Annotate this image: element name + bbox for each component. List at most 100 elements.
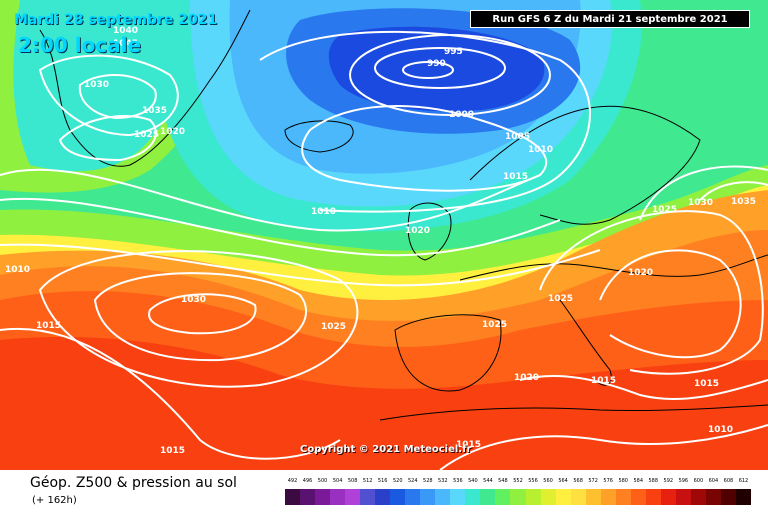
color-scale-swatch [690, 489, 706, 505]
color-scale-swatch [555, 489, 571, 505]
isobar-1010-south [439, 424, 768, 470]
color-scale-swatch [570, 489, 586, 505]
pressure-label: 1035 [731, 197, 756, 207]
color-scale-tick: 508 [347, 478, 358, 484]
color-scale-bar [285, 489, 751, 505]
color-scale-swatch [360, 489, 376, 505]
isobar-1030-east [639, 165, 768, 221]
pressure-label: 1010 [528, 145, 553, 155]
pressure-label: 1015 [456, 440, 481, 450]
pressure-label: 1030 [181, 295, 206, 305]
pressure-label: 1020 [160, 127, 185, 137]
pressure-label: 1040 [113, 26, 138, 36]
legend: Géop. Z500 & pression au sol (+ 162h) 49… [0, 470, 768, 512]
pressure-map: 1045 1040 1030 1035 1025 1020 995 990 10… [0, 0, 768, 470]
coast-british-isles [407, 202, 452, 261]
color-scale-tick: 604 [708, 478, 719, 484]
color-scale-tick: 556 [528, 478, 538, 484]
color-scale-swatch [300, 489, 316, 505]
coast-europe [459, 254, 768, 281]
color-scale-tick: 544 [483, 478, 493, 484]
isobar-1025 [0, 243, 601, 287]
color-scale-ticks: 492 496 500 504 508 512 516 520 524 528 532 536 540 5… [285, 478, 751, 488]
coast-italy [559, 299, 612, 386]
isobar-1025-europe [539, 210, 764, 375]
color-scale-tick: 520 [392, 478, 403, 484]
pressure-label: 1025 [548, 294, 573, 304]
color-scale-tick: 496 [302, 478, 313, 484]
color-scale-tick: 552 [513, 478, 523, 484]
pressure-label: 1015 [591, 376, 616, 386]
pressure-label: 1015 [503, 172, 528, 182]
color-scale-tick: 588 [648, 478, 659, 484]
color-scale-swatch [660, 489, 676, 505]
color-scale-swatch [465, 489, 481, 505]
legend-title: Géop. Z500 & pression au sol [30, 475, 237, 491]
color-scale-tick: 516 [377, 478, 388, 484]
coast-scandinavia [469, 105, 701, 225]
isobar-1015-south [0, 327, 341, 460]
isobar-1030-azores [148, 293, 257, 335]
pressure-label: 1025 [321, 322, 346, 332]
pressure-label: 1025 [482, 320, 507, 330]
coast-north-africa [379, 404, 768, 421]
pressure-labels: 1045 1040 1030 1035 1025 1020 995 990 10… [5, 26, 756, 456]
coast-iberia [394, 314, 502, 392]
color-scale-tick: 568 [573, 478, 583, 484]
coastlines [39, 9, 768, 421]
isobars [0, 30, 768, 470]
color-scale-tick: 504 [332, 478, 343, 484]
color-scale-tick: 564 [558, 478, 568, 484]
color-scale-tick: 560 [543, 478, 553, 484]
color-scale-swatch [375, 489, 391, 505]
pressure-label: 1010 [311, 207, 336, 217]
isobar-1030-greenland [38, 54, 179, 137]
isobar-990 [402, 61, 454, 79]
color-scale-tick: 576 [603, 478, 613, 484]
isobar-995 [374, 47, 506, 89]
copyright-notice: Copyright © 2021 Meteociel.fr [300, 444, 472, 455]
color-scale-swatch [390, 489, 406, 505]
color-scale-tick: 536 [453, 478, 463, 484]
pressure-label: 1010 [708, 425, 733, 435]
isobar-1025-azores [93, 272, 307, 362]
color-scale-tick: 596 [678, 478, 689, 484]
pressure-label: 1015 [36, 321, 61, 331]
color-scale-swatch [510, 489, 526, 505]
pressure-label: 1020 [405, 226, 430, 236]
color-scale-tick: 612 [738, 478, 749, 484]
color-scale-tick: 608 [723, 478, 734, 484]
color-scale-swatch [585, 489, 601, 505]
pressure-label: 1025 [134, 130, 159, 140]
pressure-label: 1035 [142, 106, 167, 116]
pressure-label: 1020 [514, 373, 539, 383]
legend-subtitle: (+ 162h) [32, 495, 77, 506]
color-scale-tick: 580 [618, 478, 628, 484]
color-scale-swatch [480, 489, 496, 505]
pressure-label: 1030 [84, 80, 109, 90]
color-scale-tick: 500 [317, 478, 328, 484]
pressure-label: 1005 [505, 132, 530, 142]
color-scale-tick: 532 [438, 478, 448, 484]
isobar-1035-east [699, 181, 768, 201]
color-scale-tick: 528 [423, 478, 433, 484]
color-scale-swatch [405, 489, 421, 505]
pressure-label: 1010 [5, 265, 30, 275]
pressure-label: 1025 [652, 205, 677, 215]
forecast-date: Mardi 28 septembre 2021 [14, 12, 218, 28]
color-scale-swatch [285, 489, 301, 505]
coast-iceland [284, 120, 354, 153]
color-scale-swatch [525, 489, 541, 505]
color-scale-tick: 540 [468, 478, 478, 484]
color-scale-swatch [600, 489, 616, 505]
color-scale-swatch [615, 489, 631, 505]
isobar-1035-greenland [78, 74, 157, 120]
color-scale-swatch [315, 489, 331, 505]
color-scale-tick: 548 [498, 478, 508, 484]
isobar-1025-greenland [58, 115, 157, 162]
color-scale-swatch [735, 489, 751, 505]
color-scale-tick: 584 [633, 478, 644, 484]
color-scale-swatch [705, 489, 721, 505]
model-run-info: Run GFS 6 Z du Mardi 21 septembre 2021 [470, 10, 750, 28]
